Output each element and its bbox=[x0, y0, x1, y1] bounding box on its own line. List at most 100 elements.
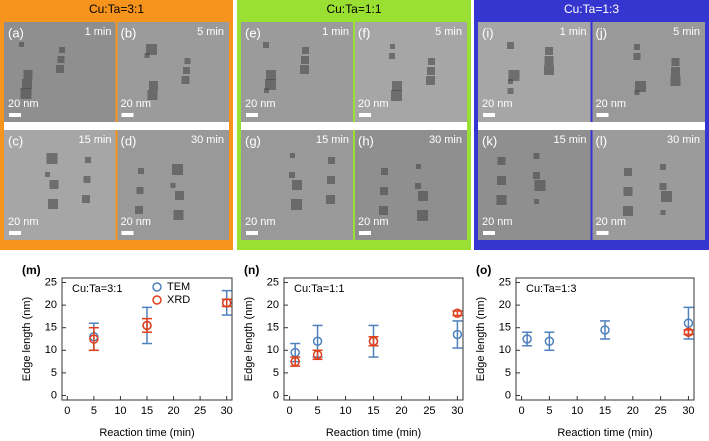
point bbox=[600, 325, 610, 335]
x-tick-label: 5 bbox=[91, 405, 97, 417]
particle bbox=[659, 183, 667, 190]
image-label: (k) bbox=[482, 133, 497, 148]
particle bbox=[428, 58, 435, 65]
x-tick-label: 15 bbox=[599, 405, 611, 417]
particle bbox=[415, 183, 421, 189]
separator bbox=[4, 122, 229, 130]
y-axis-label: Edge length (nm) bbox=[21, 297, 33, 381]
point bbox=[544, 336, 555, 347]
point bbox=[312, 336, 323, 347]
particle bbox=[671, 67, 680, 76]
x-tick-label: 20 bbox=[167, 405, 179, 417]
x-tick-label: 10 bbox=[571, 405, 583, 417]
particle bbox=[144, 53, 150, 58]
particle bbox=[264, 88, 269, 93]
particle bbox=[392, 81, 402, 91]
particle bbox=[291, 199, 302, 210]
particle bbox=[534, 180, 546, 191]
particle bbox=[170, 183, 176, 188]
particle bbox=[23, 70, 33, 79]
particle bbox=[416, 164, 421, 169]
tem-image bbox=[592, 22, 705, 122]
particle bbox=[326, 195, 335, 204]
separator bbox=[478, 122, 705, 130]
particle bbox=[292, 180, 302, 190]
y-tick-label: 10 bbox=[45, 344, 57, 356]
tem-image bbox=[4, 130, 116, 240]
particle bbox=[59, 47, 65, 53]
scale-bar bbox=[359, 231, 371, 235]
scale-text: 20 nm bbox=[482, 216, 513, 228]
image-time: 1 min bbox=[560, 26, 587, 38]
image-label: (g) bbox=[245, 133, 261, 148]
scale-text: 20 nm bbox=[121, 216, 152, 228]
y-tick-label: 0 bbox=[273, 389, 279, 401]
particle bbox=[497, 157, 506, 165]
y-tick-label: 5 bbox=[273, 367, 279, 379]
particle bbox=[56, 65, 64, 73]
x-tick-label: 0 bbox=[64, 405, 70, 417]
y-tick-label: 20 bbox=[499, 299, 511, 311]
particle bbox=[184, 58, 191, 64]
particle bbox=[49, 180, 59, 189]
scale-text: 20 nm bbox=[121, 98, 152, 110]
legend-marker bbox=[152, 295, 162, 305]
x-tick-label: 15 bbox=[141, 405, 153, 417]
particle bbox=[496, 195, 507, 205]
particle bbox=[19, 42, 24, 47]
image-label: (i) bbox=[482, 25, 494, 40]
particle bbox=[265, 79, 276, 90]
particle bbox=[544, 65, 554, 75]
x-axis-label: Reaction time (min) bbox=[99, 427, 194, 439]
image-label: (h) bbox=[358, 133, 374, 148]
y-tick-label: 5 bbox=[51, 367, 57, 379]
y-axis-label: Edge length (nm) bbox=[475, 297, 487, 381]
x-tick-label: 30 bbox=[682, 405, 694, 417]
image-time: 15 min bbox=[316, 134, 349, 146]
annotation: Cu:Ta=3:1 bbox=[72, 283, 122, 295]
scale-bar bbox=[9, 113, 21, 117]
particle bbox=[508, 79, 513, 84]
x-tick-label: 10 bbox=[339, 405, 351, 417]
particle bbox=[661, 191, 672, 202]
particle bbox=[660, 164, 666, 170]
image-label: (d) bbox=[121, 133, 137, 148]
particle bbox=[623, 206, 633, 216]
legend-label: XRD bbox=[167, 294, 190, 306]
particle bbox=[634, 90, 640, 95]
y-tick-label: 10 bbox=[499, 344, 511, 356]
annotation: Cu:Ta=1:1 bbox=[294, 283, 344, 295]
scale-text: 20 nm bbox=[482, 98, 513, 110]
image-label: (l) bbox=[596, 133, 608, 148]
point bbox=[142, 320, 152, 331]
scale-text: 20 nm bbox=[596, 216, 627, 228]
panel-label: (o) bbox=[476, 263, 491, 277]
scale-bar bbox=[246, 231, 258, 235]
image-label: (f) bbox=[358, 25, 370, 40]
particle bbox=[660, 210, 666, 215]
particle bbox=[534, 199, 539, 204]
scale-bar bbox=[121, 231, 134, 235]
y-tick-label: 10 bbox=[267, 344, 279, 356]
particle bbox=[508, 70, 520, 81]
particle bbox=[289, 172, 295, 178]
particle bbox=[147, 90, 158, 100]
image-time: 30 min bbox=[429, 134, 462, 146]
image-time: 1 min bbox=[85, 26, 112, 38]
particle bbox=[381, 168, 388, 175]
particle bbox=[327, 176, 335, 184]
y-tick-label: 20 bbox=[267, 299, 279, 311]
image-label: (e) bbox=[245, 25, 261, 40]
image-time: 30 min bbox=[191, 134, 224, 146]
image-label: (c) bbox=[8, 133, 23, 148]
tem-image bbox=[592, 130, 705, 240]
y-tick-label: 25 bbox=[267, 276, 279, 288]
particle bbox=[623, 187, 633, 196]
particle bbox=[82, 195, 90, 203]
scale-text: 20 nm bbox=[8, 216, 39, 228]
image-time: 1 min bbox=[322, 26, 349, 38]
x-tick-label: 20 bbox=[627, 405, 639, 417]
tem-image bbox=[117, 22, 229, 122]
x-tick-label: 25 bbox=[194, 405, 206, 417]
